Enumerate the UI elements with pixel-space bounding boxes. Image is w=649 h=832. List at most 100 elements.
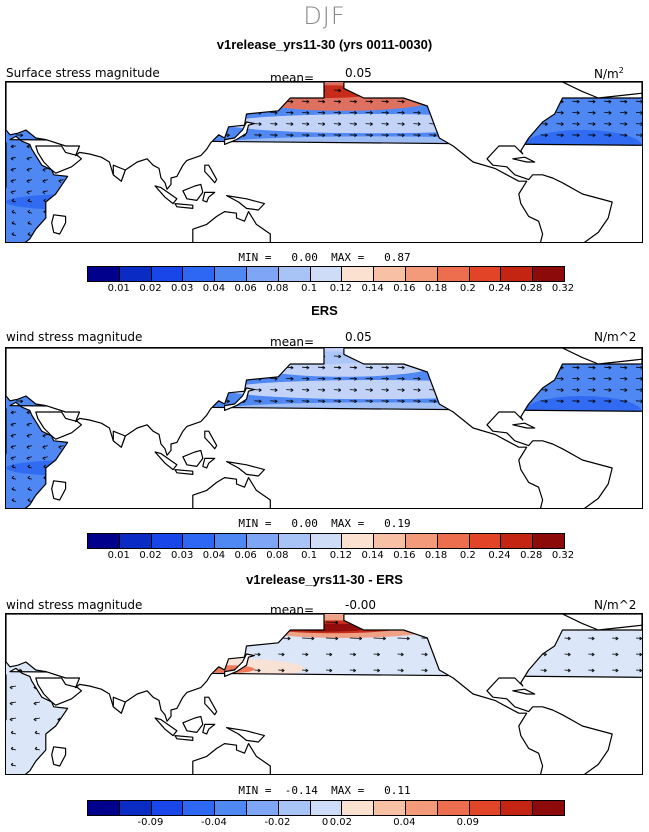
season-title: DJF (303, 2, 346, 30)
colorbar-swatch (278, 801, 311, 815)
wind-vector (381, 134, 389, 136)
colorbar-tick-label: 0.12 (329, 550, 352, 561)
colorbar-tick-label: 0.1 (301, 283, 318, 294)
colorbar-swatch (151, 801, 184, 815)
colorbar-swatch (183, 534, 216, 548)
land-eurasia (6, 614, 325, 722)
colorbar-swatch (119, 801, 152, 815)
panel3-minmax: MIN = -0.14 MAX = 0.11 (238, 784, 411, 797)
wind-vector-head (335, 620, 339, 625)
wind-vector-head (576, 111, 580, 115)
land-newguinea (226, 726, 265, 743)
land-java (174, 202, 194, 210)
colorbar-tick-label: 0.08 (266, 550, 289, 561)
wind-vector (413, 134, 421, 136)
colorbar-swatch (533, 534, 564, 548)
wind-vector-head (592, 365, 596, 370)
wind-vector-head (417, 111, 421, 115)
wind-vector-head (592, 99, 596, 104)
wind-vector-head (42, 179, 46, 183)
wind-vector-head (10, 730, 14, 735)
wind-vector (349, 134, 357, 136)
wind-vector (635, 134, 642, 136)
wind-vector (612, 669, 619, 671)
wind-vector (572, 378, 580, 380)
wind-vector (302, 134, 310, 136)
colorbar-tick-label: 0.32 (551, 550, 575, 561)
wind-vector (286, 112, 294, 114)
colorbar-swatch (88, 267, 120, 281)
wind-vector-head (354, 122, 358, 126)
wind-vector (381, 100, 389, 103)
panel3-title: v1release_yrs11-30 - ERS (246, 572, 403, 587)
wind-vector-head (11, 198, 15, 203)
wind-vector (270, 378, 278, 380)
wind-vector-head (226, 399, 230, 404)
wind-vector (349, 378, 357, 380)
wind-vector-head (27, 464, 31, 469)
wind-vector-head (401, 365, 405, 370)
wind-vector (286, 400, 294, 402)
wind-vector (635, 366, 642, 369)
colorbar-swatch (278, 267, 311, 281)
wind-vector (556, 112, 564, 114)
wind-vector-head (335, 636, 339, 641)
landmasses (6, 348, 642, 508)
colorbar-swatch (119, 267, 152, 281)
wind-vector-head (20, 133, 24, 138)
wind-vector-head (27, 487, 31, 491)
colorbar-tick-label: 0.04 (202, 550, 226, 561)
wind-vector (397, 134, 405, 136)
panel1-mean-value: 0.05 (345, 66, 372, 80)
colorbar-tick-label: 0.12 (329, 283, 352, 294)
wind-vector-head (624, 133, 628, 138)
wind-vector (564, 669, 571, 671)
wind-vector (349, 637, 362, 639)
wind-vector-head (624, 388, 628, 392)
wind-vector-head (322, 111, 326, 115)
colorbar-tick-label: 0.18 (424, 550, 448, 561)
land-sulawesi (202, 191, 216, 203)
land-india_cap (112, 430, 126, 448)
colorbar-tick-label: 0.04 (202, 283, 226, 294)
land-india_cap (112, 164, 126, 182)
land-java (174, 468, 194, 476)
colorbar-tick-label: 0.09 (456, 817, 479, 828)
colorbar-swatch (183, 801, 216, 815)
wind-vector (397, 669, 404, 671)
panel2-colorbar (87, 533, 565, 549)
wind-vector-head (608, 122, 612, 126)
wind-vector (15, 400, 23, 402)
wind-vector (572, 366, 580, 369)
land-madagascar (51, 746, 67, 767)
panel2-title: ERS (311, 303, 338, 318)
wind-vector (381, 389, 389, 391)
wind-vector-head (417, 122, 421, 126)
wind-vector (413, 378, 421, 380)
wind-vector-head (274, 388, 278, 392)
wind-vector (620, 100, 628, 103)
land-japan (224, 121, 255, 146)
wind-vector-head (10, 190, 14, 195)
land-borneo (182, 183, 204, 202)
panel1-variable-label: Surface stress magnitude (6, 66, 160, 80)
wind-vector-head (27, 198, 31, 203)
land-sumatra (154, 717, 178, 737)
wind-vector (333, 100, 341, 103)
panel2-mean-label: mean= (270, 335, 315, 349)
wind-vector (365, 100, 373, 103)
wind-vector (588, 637, 595, 639)
colorbar-swatch (310, 801, 343, 815)
wind-vector (270, 400, 278, 402)
wind-vector (397, 400, 405, 402)
colorbar-swatch (215, 534, 247, 548)
colorbar-tick-label: 0.06 (234, 550, 257, 561)
wind-vector-head (359, 636, 363, 641)
wind-vector (333, 378, 341, 380)
wind-vector (635, 100, 642, 103)
wind-vector-head (417, 399, 421, 404)
colorbar-swatch (246, 801, 279, 815)
wind-vector (429, 400, 437, 402)
wind-vector (572, 389, 580, 391)
colorbar-tick-label: 0.01 (107, 283, 130, 294)
